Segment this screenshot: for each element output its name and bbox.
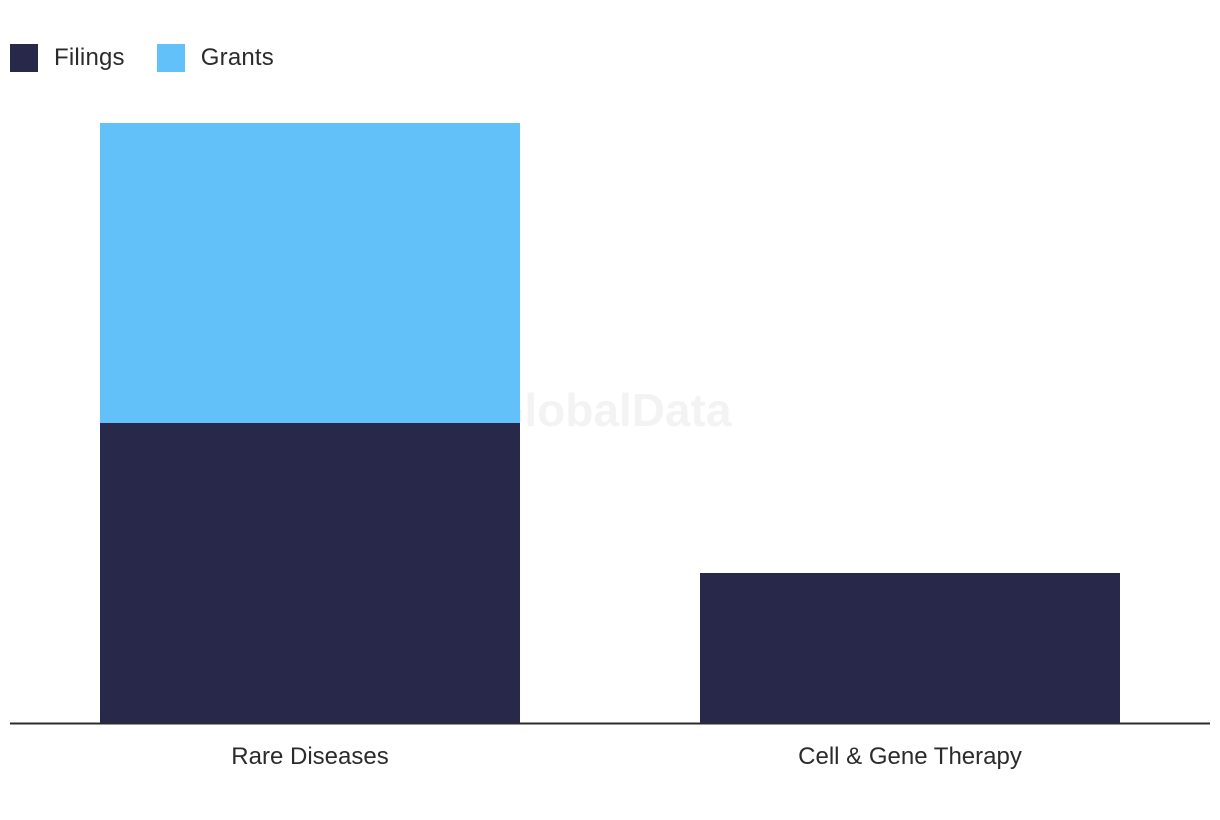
bar-filings-1	[100, 423, 520, 723]
x-tick-labels: Rare Diseases Cell & Gene Therapy	[231, 743, 1022, 770]
bar-grants-1	[100, 123, 520, 423]
legend-swatch-grants	[156, 44, 185, 72]
bar-filings-2	[700, 573, 1120, 723]
legend: Filings Grants	[10, 44, 306, 72]
bars-group	[100, 123, 1120, 723]
legend-label-grants: Grants	[200, 44, 274, 71]
x-tick-label-2: Cell & Gene Therapy	[798, 743, 1022, 770]
legend-item-grants: Grants	[156, 44, 274, 72]
x-tick-label-1: Rare Diseases	[231, 743, 388, 770]
legend-item-filings: Filings	[10, 44, 125, 72]
legend-swatch-filings	[10, 44, 38, 72]
watermark: GlobalData	[489, 384, 732, 436]
legend-label-filings: Filings	[54, 44, 125, 71]
